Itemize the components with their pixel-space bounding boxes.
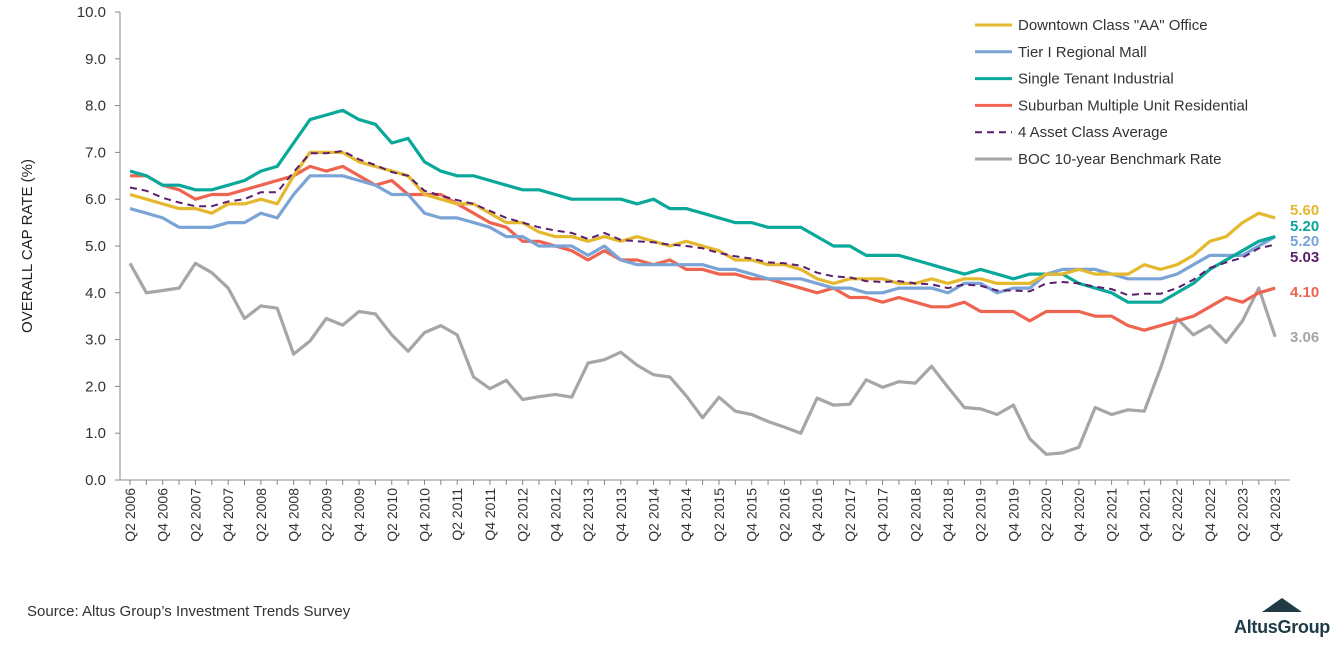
end-value-label: 3.06 [1290, 329, 1319, 346]
x-tick-label: Q2 2012 [515, 488, 531, 542]
end-value-label: 4.10 [1290, 284, 1319, 301]
x-tick-label: Q4 2011 [482, 488, 498, 541]
end-value-label: 5.20 [1290, 233, 1319, 250]
series-line-4-asset-class-average [129, 150, 1276, 297]
x-tick-label: Q4 2023 [1267, 488, 1283, 542]
legend-label: Suburban Multiple Unit Residential [1018, 97, 1248, 114]
x-tick-label: Q4 2019 [1005, 488, 1021, 542]
y-axis-title: OVERALL CAP RATE (%) [19, 159, 36, 333]
series-line-suburban-multiple-unit-residential [130, 164, 1276, 332]
y-tick-label: 9.0 [85, 51, 106, 68]
x-tick-label: Q2 2018 [907, 488, 923, 542]
x-tick-label: Q2 2008 [253, 488, 269, 542]
x-tick-label: Q4 2018 [940, 488, 956, 542]
legend-label: Single Tenant Industrial [1018, 71, 1174, 88]
x-tick-label: Q2 2013 [580, 488, 596, 542]
x-tick-label: Q4 2015 [744, 488, 760, 542]
y-tick-label: 2.0 [85, 378, 106, 395]
y-tick-label: 8.0 [85, 98, 106, 115]
y-tick-label: 7.0 [85, 144, 106, 161]
source-note: Source: Altus Group’s Investment Trends … [27, 603, 351, 620]
x-tick-label: Q2 2016 [776, 488, 792, 542]
x-tick-label: Q4 2022 [1202, 488, 1218, 542]
series-line-single-tenant-industrial [129, 108, 1276, 304]
x-tick-label: Q4 2013 [613, 488, 629, 542]
end-labels: 5.605.205.204.105.033.06 [1290, 202, 1319, 346]
series-line-boc-10-year-benchmark-rate [128, 261, 1277, 456]
x-tick-label: Q4 2016 [809, 488, 825, 542]
x-tick-label: Q2 2009 [318, 488, 334, 542]
x-tick-label: Q4 2010 [416, 488, 432, 542]
x-tick-label: Q2 2019 [973, 488, 989, 542]
y-tick-label: 3.0 [85, 332, 106, 349]
x-tick-label: Q4 2012 [547, 488, 563, 542]
y-tick-label: 10.0 [77, 4, 106, 21]
x-tick-label: Q2 2022 [1169, 488, 1185, 542]
legend-label: Tier I Regional Mall [1018, 44, 1147, 61]
logo-text: AltusGroup [1234, 617, 1330, 637]
x-axis: Q2 2006 Q4 2006 Q2 2007 Q4 2007 Q2 2008 Q4 20… [120, 479, 1290, 542]
legend: Downtown Class "AA" Office Tier I Regiona… [975, 17, 1248, 168]
x-tick-label: Q2 2011 [449, 488, 465, 541]
x-tick-label: Q2 2017 [842, 488, 858, 542]
x-tick-label: Q2 2006 [122, 488, 138, 542]
x-tick-label: Q2 2014 [646, 488, 662, 542]
legend-label: BOC 10-year Benchmark Rate [1018, 151, 1221, 168]
x-tick-label: Q2 2007 [187, 488, 203, 542]
x-tick-label: Q4 2020 [1071, 488, 1087, 542]
y-tick-label: 6.0 [85, 191, 106, 208]
logo-mark-icon [1262, 598, 1302, 612]
cap-rate-chart: 0.0 1.0 2.0 3.0 4.0 5.0 6.0 7.0 8.0 9.0 10.0 Q2 20… [19, 4, 1319, 542]
x-tick-label: Q2 2010 [384, 488, 400, 542]
end-value-label: 5.03 [1290, 249, 1319, 266]
x-tick-label: Q2 2021 [1104, 488, 1120, 542]
legend-label: Downtown Class "AA" Office [1018, 17, 1208, 34]
x-tick-label: Q4 2007 [220, 488, 236, 542]
x-tick-label: Q2 2015 [711, 488, 727, 542]
x-tick-label: Q4 2006 [155, 488, 171, 542]
x-tick-label: Q4 2009 [351, 488, 367, 542]
x-tick-label: Q4 2021 [1136, 488, 1152, 542]
y-tick-label: 1.0 [85, 425, 106, 442]
x-tick-label: Q2 2023 [1234, 488, 1250, 542]
y-tick-label: 4.0 [85, 285, 106, 302]
x-tick-label: Q2 2020 [1038, 488, 1054, 542]
end-value-label: 5.60 [1290, 202, 1319, 219]
x-tick-label: Q4 2017 [875, 488, 891, 542]
series-lines [128, 108, 1277, 456]
series-line-downtown-class-aa-office [129, 150, 1276, 285]
end-value-label: 5.20 [1290, 218, 1319, 235]
altus-group-logo: AltusGroup [1226, 594, 1338, 644]
legend-label: 4 Asset Class Average [1018, 124, 1168, 141]
y-axis: 0.0 1.0 2.0 3.0 4.0 5.0 6.0 7.0 8.0 9.0 10.0 [77, 4, 121, 489]
y-tick-label: 5.0 [85, 238, 106, 255]
x-tick-label: Q4 2014 [678, 488, 694, 542]
x-tick-label: Q4 2008 [286, 488, 302, 542]
y-tick-label: 0.0 [85, 472, 106, 489]
